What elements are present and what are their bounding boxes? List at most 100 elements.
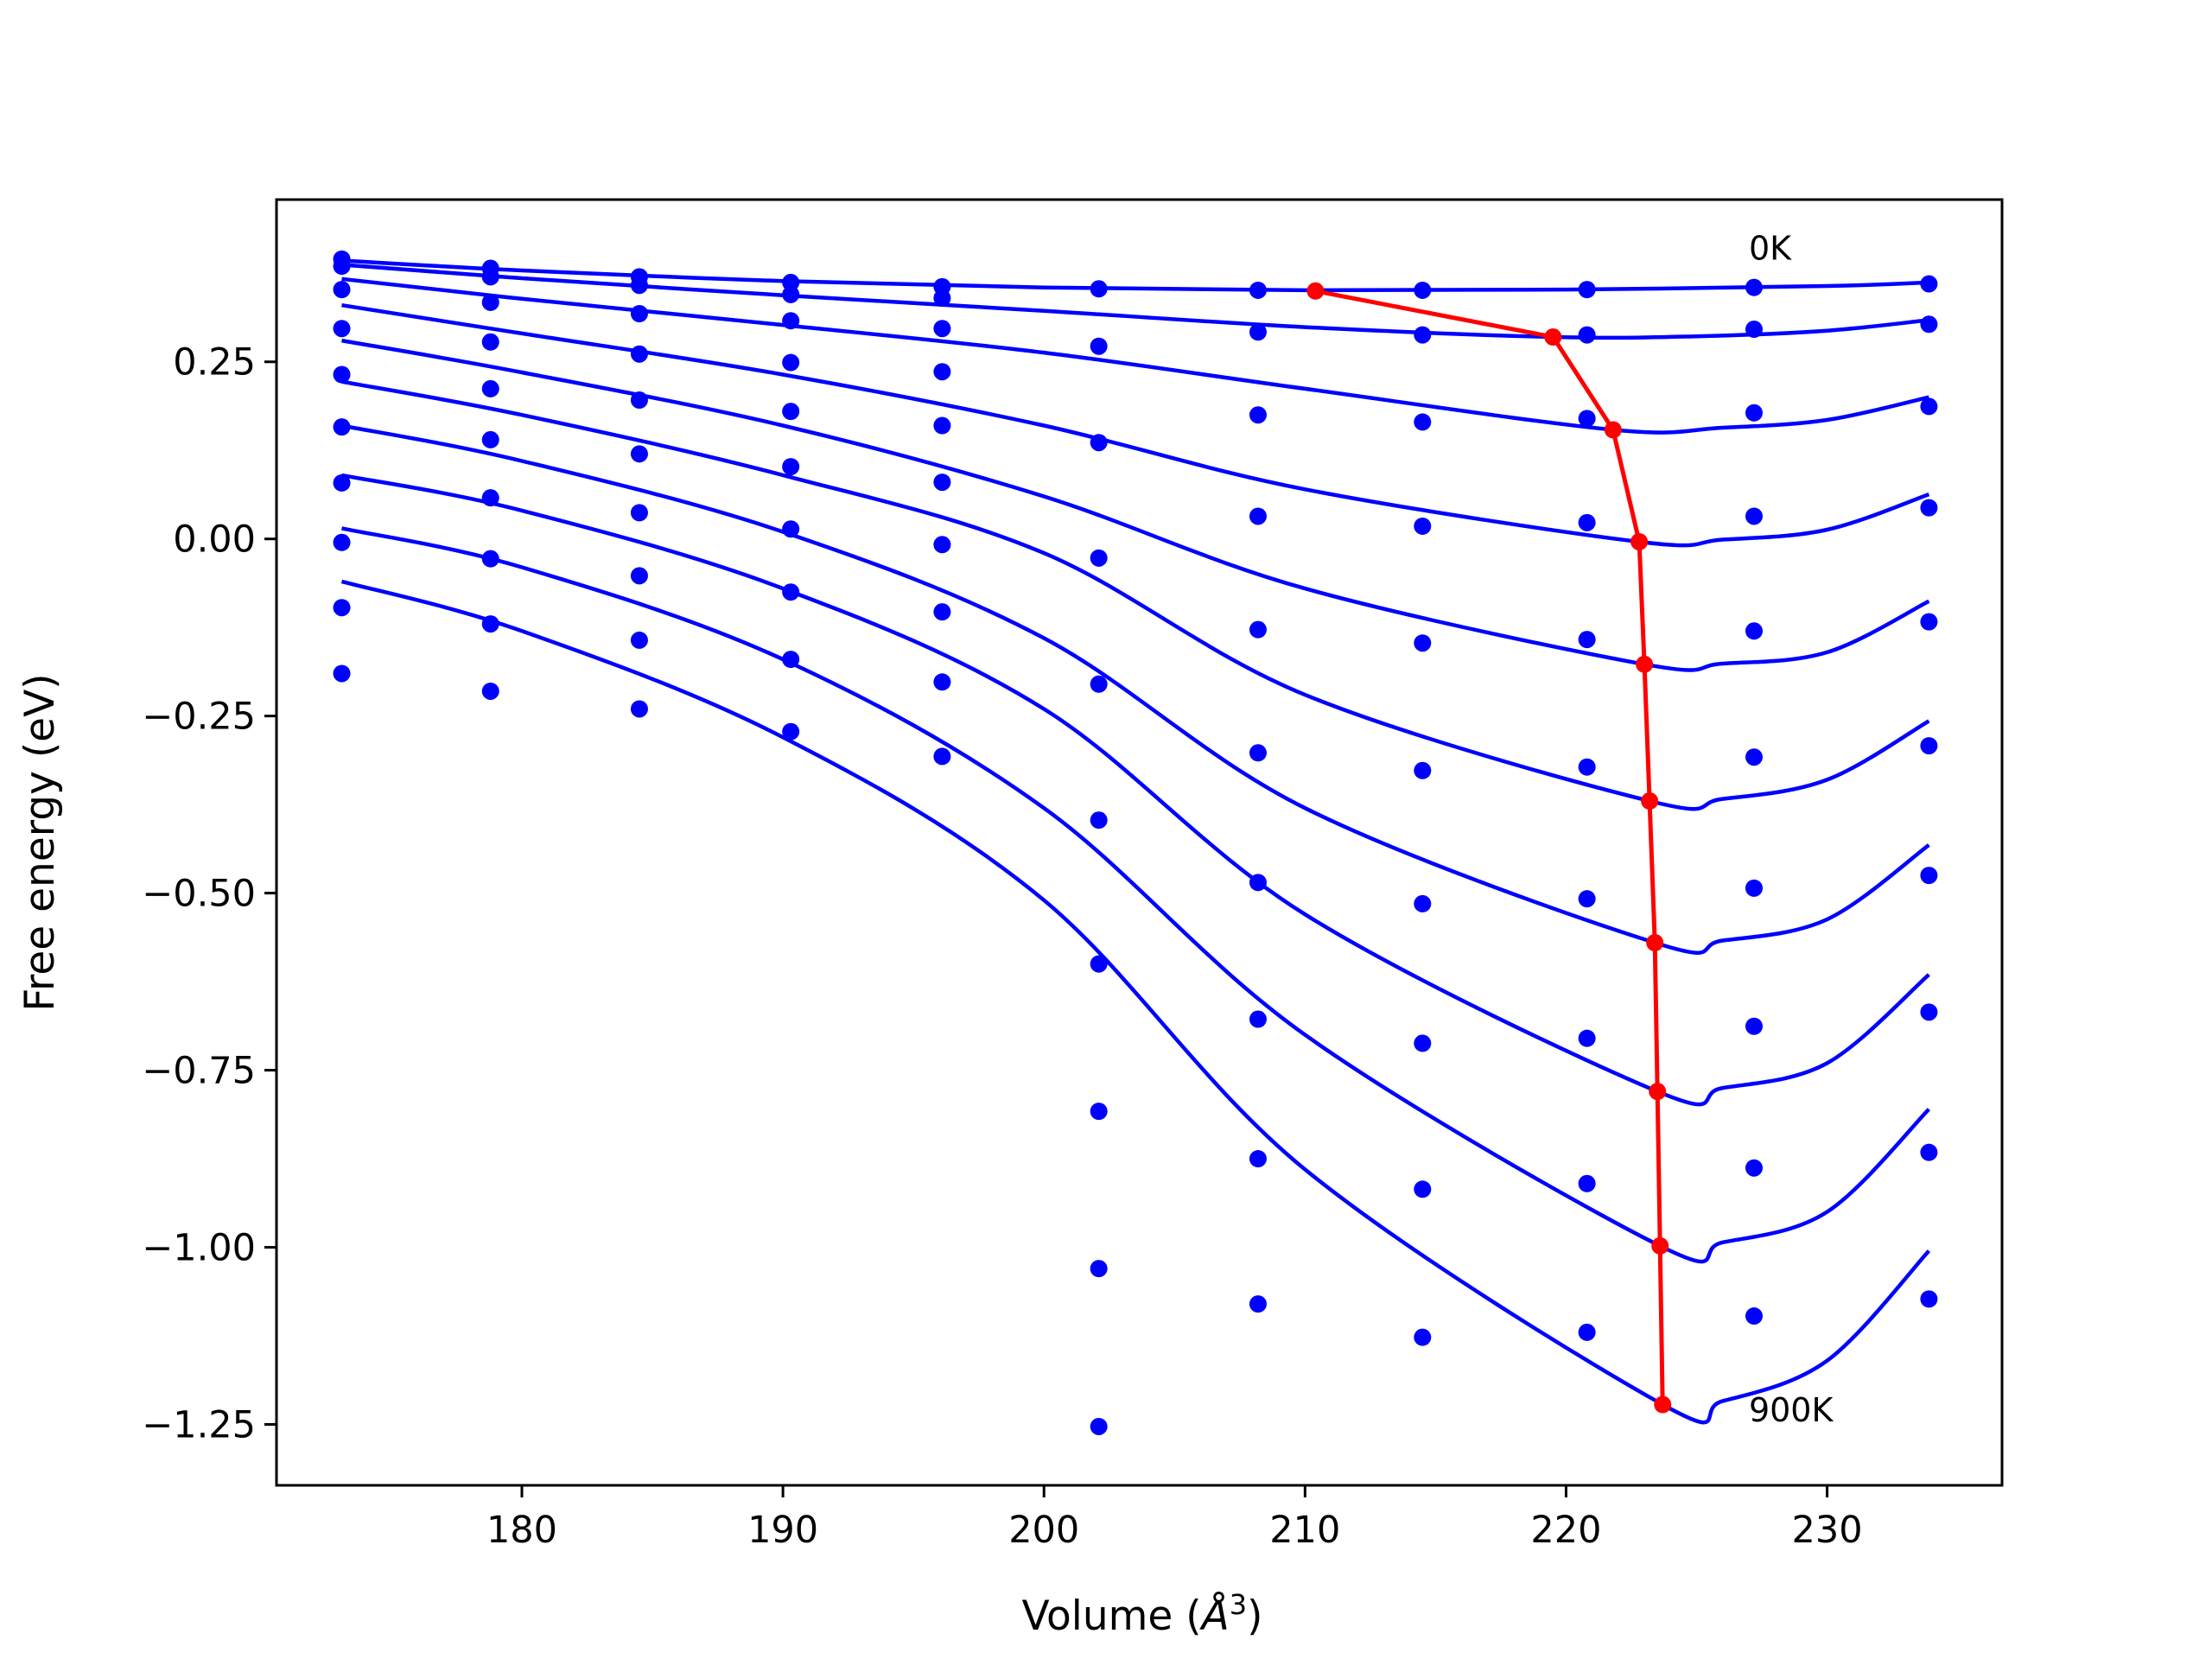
- fit-curve-5: [341, 379, 1930, 811]
- data-point-6-9: [1745, 879, 1763, 897]
- x-axis-label-close: ): [1247, 1592, 1262, 1640]
- data-point-2-10: [1920, 397, 1938, 416]
- data-point-2-1: [481, 293, 499, 311]
- x-tick-label-0: 180: [486, 1509, 557, 1552]
- data-point-3-6: [1249, 507, 1267, 525]
- data-point-5-9: [1745, 748, 1763, 766]
- data-point-2-0: [333, 281, 351, 299]
- data-point-6-8: [1578, 890, 1596, 908]
- data-point-6-5: [1090, 811, 1108, 830]
- data-point-3-0: [333, 320, 351, 338]
- data-point-8-9: [1745, 1159, 1763, 1177]
- y-tick-label-3: −0.50: [142, 873, 256, 916]
- data-point-4-1: [481, 379, 499, 397]
- minimum-point-3: [1630, 532, 1649, 550]
- fit-curve-6: [341, 423, 1930, 955]
- data-point-7-2: [630, 567, 648, 585]
- data-point-7-4: [933, 603, 951, 621]
- data-point-2-2: [630, 304, 648, 322]
- data-point-6-6: [1249, 874, 1267, 892]
- data-point-2-9: [1745, 404, 1763, 422]
- data-point-8-7: [1414, 1180, 1432, 1198]
- data-point-3-10: [1920, 499, 1938, 517]
- data-point-8-4: [933, 673, 951, 691]
- data-point-7-10: [1920, 1003, 1938, 1021]
- data-point-2-6: [1249, 406, 1267, 424]
- data-point-1-6: [1249, 323, 1267, 341]
- data-point-0-6: [1249, 281, 1267, 299]
- data-point-1-9: [1745, 321, 1763, 339]
- data-point-2-4: [933, 320, 951, 338]
- x-tick-label-1: 190: [747, 1509, 818, 1552]
- data-point-9-2: [630, 700, 648, 718]
- data-point-5-10: [1920, 737, 1938, 755]
- minimum-point-1: [1544, 328, 1562, 346]
- minimum-point-2: [1604, 421, 1622, 439]
- y-tick-label-5: −1.00: [142, 1227, 256, 1270]
- annotations: 0K 900K: [1749, 230, 1834, 1430]
- x-tick-label-2: 200: [1008, 1509, 1079, 1552]
- data-point-5-3: [782, 458, 800, 476]
- data-point-8-0: [333, 599, 351, 617]
- fit-curve-0: [341, 258, 1929, 293]
- data-point-4-9: [1745, 622, 1763, 640]
- data-point-7-0: [333, 533, 351, 551]
- y-tick-label-0: 0.25: [173, 341, 256, 385]
- y-tick-label-2: −0.25: [142, 696, 256, 739]
- data-point-9-5: [1090, 1260, 1108, 1278]
- minimum-point-8: [1651, 1236, 1669, 1255]
- data-point-7-7: [1414, 1034, 1432, 1052]
- data-point-3-4: [933, 363, 951, 381]
- data-point-1-2: [630, 276, 648, 295]
- data-point-extra-0: [1090, 1417, 1108, 1435]
- data-point-7-1: [481, 550, 499, 568]
- data-point-6-2: [630, 504, 648, 522]
- data-point-6-0: [333, 474, 351, 492]
- data-point-3-9: [1745, 507, 1763, 525]
- fit-curve-9: [340, 579, 1931, 1425]
- data-point-4-7: [1414, 634, 1432, 652]
- data-point-0-9: [1745, 278, 1763, 296]
- data-point-3-7: [1414, 517, 1432, 535]
- data-point-4-2: [630, 391, 648, 410]
- data-point-0-3: [782, 273, 800, 291]
- data-point-9-1: [481, 682, 499, 700]
- x-axis-label: Volume (Å3): [1022, 1588, 1263, 1640]
- data-point-2-5: [1090, 337, 1108, 355]
- data-point-5-0: [333, 418, 351, 436]
- y-axis-label: Free energy (eV): [16, 673, 64, 1011]
- data-point-8-2: [630, 631, 648, 649]
- data-point-4-6: [1249, 620, 1267, 639]
- data-point-3-5: [1090, 434, 1108, 452]
- data-point-5-7: [1414, 761, 1432, 779]
- data-point-4-8: [1578, 631, 1596, 649]
- data-point-5-2: [630, 445, 648, 463]
- minimum-path-line: [1314, 289, 1665, 1405]
- data-point-3-8: [1578, 513, 1596, 531]
- annotation-1: 900K: [1749, 1391, 1834, 1429]
- data-point-4-3: [782, 403, 800, 421]
- x-axis-label-unit: Å: [1199, 1592, 1230, 1640]
- data-point-4-10: [1920, 613, 1938, 631]
- data-point-5-1: [481, 430, 499, 448]
- data-point-3-2: [630, 345, 648, 363]
- axis-ticks: 180 190 200 210 220 230 0.25 0.00 −0.25 −0.50 −0.7…: [142, 341, 1862, 1552]
- data-point-9-8: [1578, 1323, 1596, 1341]
- data-point-1-4: [933, 289, 951, 307]
- data-point-5-4: [933, 474, 951, 492]
- data-point-6-1: [481, 489, 499, 507]
- x-axis-label-text: Volume (: [1022, 1592, 1202, 1640]
- data-point-9-7: [1414, 1328, 1432, 1346]
- data-point-1-10: [1920, 315, 1938, 334]
- minimum-point-6: [1646, 934, 1664, 952]
- data-point-9-10: [1920, 1290, 1938, 1308]
- minimum-point-0: [1306, 282, 1325, 300]
- data-point-1-7: [1414, 326, 1432, 344]
- y-tick-label-1: 0.00: [173, 518, 256, 562]
- minimum-point-7: [1649, 1083, 1667, 1101]
- fit-curve-2: [341, 276, 1929, 435]
- data-point-3-1: [481, 333, 499, 351]
- annotation-0: 0K: [1749, 230, 1792, 268]
- data-point-9-9: [1745, 1307, 1763, 1325]
